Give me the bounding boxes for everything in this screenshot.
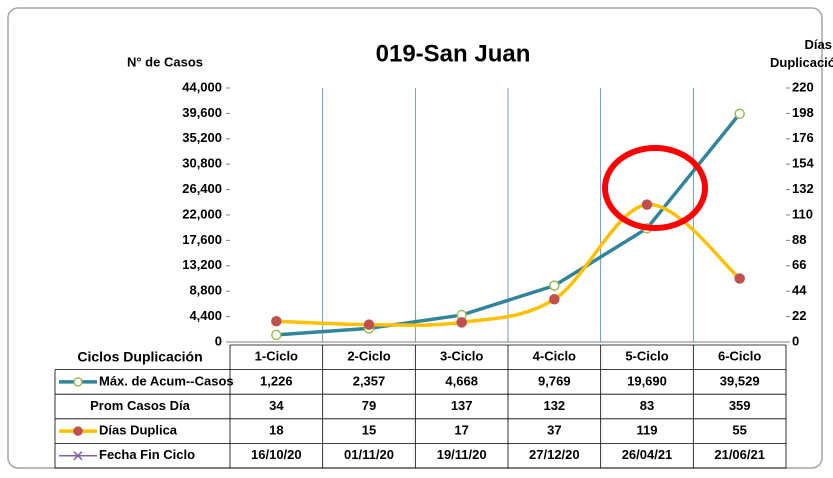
x-tick-label: 5-Ciclo — [625, 349, 668, 364]
table-cell: 16/10/20 — [251, 447, 302, 462]
y2-tick-label: 198 — [792, 105, 814, 120]
table-cell: 21/06/21 — [714, 447, 765, 462]
table-cell: 26/04/21 — [622, 447, 673, 462]
legend-marker — [73, 451, 83, 461]
table-cell: 1,226 — [260, 373, 293, 388]
y-tick-label: 0 — [215, 333, 222, 348]
table-cell: 83 — [640, 398, 654, 413]
highlight-circle — [602, 145, 708, 231]
table-cell: 19/11/20 — [437, 447, 487, 462]
table-cell: 39,529 — [720, 373, 760, 388]
table-cell: 27/12/20 — [529, 447, 580, 462]
legend-label: Máx. de Acum--Casos — [99, 373, 234, 388]
table-cell: 01/11/20 — [344, 447, 394, 462]
legend-label: Días Duplica — [99, 423, 178, 438]
y-tick-label: 35,200 — [182, 130, 222, 145]
table-cell: 137 — [451, 398, 473, 413]
table-cell: 34 — [269, 398, 284, 413]
y2-tick-label: 220 — [792, 79, 814, 94]
data-point — [456, 317, 467, 328]
legend-marker — [73, 426, 83, 436]
table-cell: 132 — [543, 398, 565, 413]
y-tick-label: 22,000 — [182, 206, 222, 221]
table-cell: 18 — [269, 423, 283, 438]
y-tick-label: 17,600 — [182, 232, 222, 247]
data-point — [549, 294, 560, 305]
data-point — [641, 199, 653, 210]
table-cell: 17 — [454, 423, 468, 438]
table-cell: 9,769 — [538, 373, 571, 388]
y-tick-label: 13,200 — [182, 257, 222, 272]
x-tick-label: 6-Ciclo — [718, 349, 761, 364]
y2-tick-label: 44 — [792, 283, 807, 298]
x-tick-label: 4-Ciclo — [533, 349, 576, 364]
table-cell: 37 — [547, 423, 561, 438]
y2-tick-label: 0 — [792, 333, 799, 348]
data-point — [363, 319, 375, 330]
y-axis-label: N° de Casos — [127, 54, 203, 69]
table-cell: 55 — [732, 423, 746, 438]
data-point — [549, 280, 560, 291]
table-cell: 79 — [362, 398, 376, 413]
y-tick-label: 26,400 — [182, 181, 222, 196]
table-cell: 119 — [637, 423, 658, 438]
table-cell: 19,690 — [627, 373, 667, 388]
y2-tick-label: 66 — [792, 257, 806, 272]
table-cell: 15 — [362, 423, 376, 438]
x-tick-label: 2-Ciclo — [347, 349, 390, 364]
data-point — [734, 108, 745, 120]
y-tick-label: 8,800 — [189, 283, 222, 298]
y2-tick-label: 154 — [792, 156, 814, 171]
y2-tick-label: 176 — [792, 130, 814, 145]
data-point — [271, 315, 282, 327]
y2-tick-label: 132 — [792, 181, 814, 196]
y2-tick-label: 110 — [792, 206, 813, 221]
table-cell: 359 — [729, 398, 751, 413]
y2-axis-label: Días Duplicación — [770, 37, 833, 70]
data-point — [734, 273, 745, 284]
legend-marker — [73, 377, 83, 387]
y-tick-label: 44,000 — [182, 79, 222, 94]
legend-label: Prom Casos Día — [90, 398, 190, 413]
x-tick-label: 1-Ciclo — [255, 349, 298, 364]
data-point — [271, 329, 282, 341]
table-cell: 4,668 — [445, 373, 478, 388]
y-tick-label: 39,600 — [182, 105, 222, 120]
y-tick-label: 30,800 — [182, 156, 222, 171]
chart-title: 019-San Juan — [376, 40, 531, 67]
y2-tick-label: 22 — [792, 308, 806, 323]
y2-tick-label: 88 — [792, 232, 806, 247]
table-header: Ciclos Duplicación — [77, 349, 202, 365]
legend-label: Fecha Fin Ciclo — [99, 447, 195, 462]
y-tick-label: 4,400 — [189, 308, 222, 323]
table-cell: 2,357 — [353, 373, 386, 388]
x-tick-label: 3-Ciclo — [440, 349, 483, 364]
